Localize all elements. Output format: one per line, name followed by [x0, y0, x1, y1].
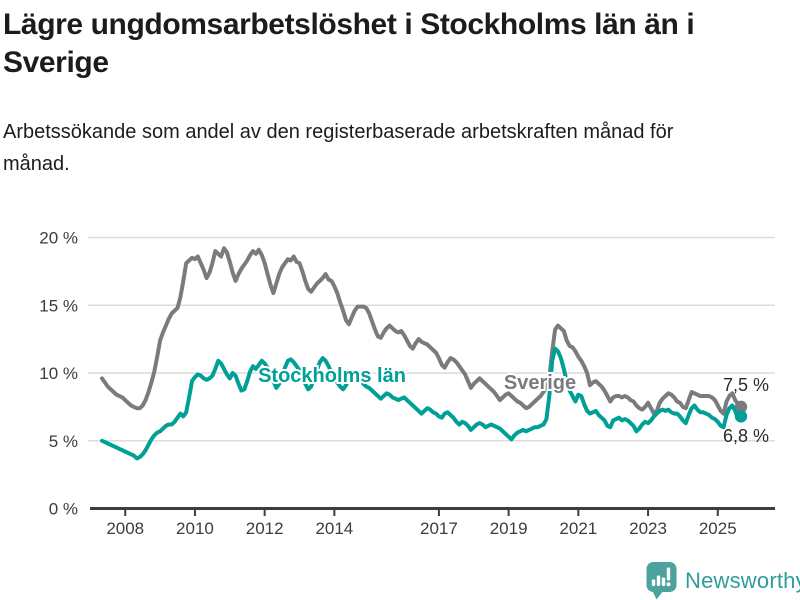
end-value-label-stockholms-lan: 6,8 %: [723, 426, 769, 446]
x-axis-tick-label: 2014: [315, 519, 353, 538]
brand-name: Newsworthy: [685, 568, 800, 593]
series-label: Sverige: [504, 372, 576, 394]
x-axis-tick-label: 2010: [176, 519, 214, 538]
series-end-dot: [734, 400, 748, 414]
x-axis-tick-label: 2019: [490, 519, 528, 538]
x-axis-tick-label: 2023: [629, 519, 667, 538]
x-axis-tick-label: 2021: [559, 519, 597, 538]
y-axis-tick-label: 15 %: [39, 296, 78, 315]
y-axis-tick-label: 0 %: [49, 500, 78, 519]
y-axis-tick-label: 20 %: [39, 229, 78, 248]
y-axis-tick-label: 10 %: [39, 364, 78, 383]
x-axis-tick-label: 2012: [246, 519, 284, 538]
brand-footer: Newsworthy: [646, 561, 800, 600]
newsworthy-logo-icon: [646, 562, 677, 600]
y-axis-tick-label: 5 %: [49, 432, 78, 451]
end-value-label-sverige: 7,5 %: [723, 375, 769, 395]
series-line-sverige: [100, 246, 743, 416]
x-axis-tick-label: 2017: [420, 519, 458, 538]
series-label: Stockholms län: [258, 365, 406, 387]
series-line-stockholms-lan: [100, 346, 743, 461]
page-title: Lägre ungdomsarbetslöshet i Stockholms l…: [3, 8, 695, 79]
x-axis-tick-label: 2008: [106, 519, 144, 538]
x-axis-tick-label: 2025: [699, 519, 737, 538]
series-end-dot: [734, 410, 748, 423]
chart-subtitle: Arbetssökande som andel av den registerb…: [3, 121, 674, 175]
